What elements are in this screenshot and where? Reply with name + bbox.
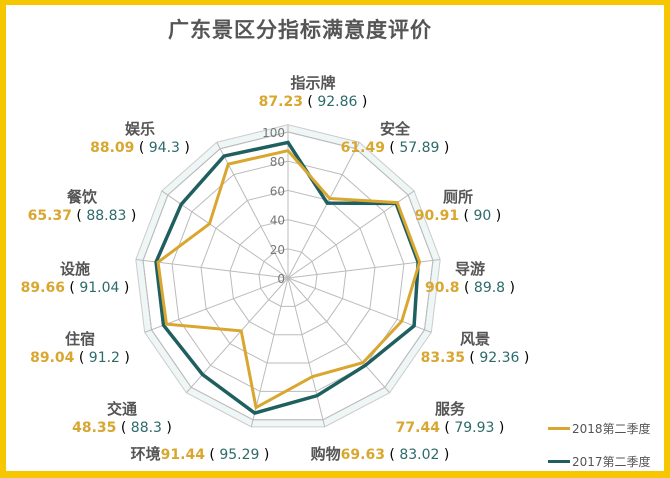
r-tick-label: 100 xyxy=(262,126,285,140)
value-label-2018: 69.63 xyxy=(340,447,385,463)
value-label-2017: 91.2 xyxy=(88,350,120,366)
legend-swatch-2017 xyxy=(548,460,570,463)
r-tick-label: 20 xyxy=(270,243,285,257)
grid-ring-line-20 xyxy=(258,248,318,307)
axis-label-10: 设施 89.66 ( 91.04 ) xyxy=(20,260,130,296)
grid-ring-line-40 xyxy=(229,219,347,336)
value-label-2017: 91.04 xyxy=(79,280,120,296)
category-label: 指示牌 xyxy=(290,74,336,92)
r-tick-label: 80 xyxy=(270,155,285,169)
spoke-3 xyxy=(287,259,441,279)
spoke-6 xyxy=(287,277,326,427)
category-label: 设施 xyxy=(59,260,90,278)
value-label-2017: 95.29 xyxy=(219,447,260,463)
value-label-2018: 61.49 xyxy=(340,140,385,156)
grid-ring-line-100 xyxy=(142,131,434,421)
category-label: 风景 xyxy=(459,330,490,348)
legend-item-2018: 2018第二季度 xyxy=(548,420,651,437)
value-label-2017: 83.02 xyxy=(399,447,440,463)
axis-label-1: 安全 61.49 ( 57.89 ) xyxy=(340,120,450,156)
value-label-2018: 48.35 xyxy=(72,420,117,436)
category-label: 厕所 xyxy=(442,188,474,206)
value-label-2018: 90.91 xyxy=(414,208,460,224)
value-label-2018: 83.35 xyxy=(420,350,465,366)
value-label-2017: 92.36 xyxy=(479,350,520,366)
spoke-4 xyxy=(287,277,432,333)
category-label: 环境 xyxy=(130,445,161,463)
category-label: 娱乐 xyxy=(124,120,156,138)
axis-label-6: 购物69.63 ( 83.02 ) xyxy=(310,445,450,463)
value-label-2018: 91.44 xyxy=(160,447,205,463)
value-label-2018: 90.8 xyxy=(424,280,460,296)
spoke-1 xyxy=(287,142,360,279)
axis-label-0: 指示牌 87.23 ( 92.86 ) xyxy=(258,74,368,110)
value-label-2017: 57.89 xyxy=(399,140,440,156)
legend-label-2017: 2017第二季度 xyxy=(572,455,651,469)
axis-label-11: 餐饮 65.37 ( 88.83 ) xyxy=(27,188,137,224)
category-label: 购物 xyxy=(310,445,341,463)
legend-item-2017: 2017第二季度 xyxy=(548,453,651,470)
value-label-2017: 79.93 xyxy=(454,420,495,436)
spoke-7 xyxy=(250,277,289,427)
grid-ring-line-60 xyxy=(200,189,376,364)
spoke-11 xyxy=(161,190,289,279)
axis-label-3: 导游 90.8 ( 89.8 ) xyxy=(424,260,516,296)
spoke-10 xyxy=(135,259,289,279)
spoke-5 xyxy=(287,277,391,394)
value-label-2017: 90 xyxy=(473,208,492,224)
category-label: 交通 xyxy=(106,400,138,418)
category-label: 安全 xyxy=(379,120,410,138)
value-label-2017: 94.3 xyxy=(148,140,180,156)
value-label-2017: 92.86 xyxy=(317,94,358,110)
axis-label-8: 交通 48.35 ( 88.3 ) xyxy=(72,400,172,436)
category-label: 住宿 xyxy=(64,330,96,348)
value-label-2018: 89.66 xyxy=(20,280,65,296)
value-label-2018: 89.04 xyxy=(30,350,75,366)
series-line-2018 xyxy=(156,148,422,410)
axis-label-7: 环境91.44 ( 95.29 ) xyxy=(130,445,270,463)
axis-label-9: 住宿 89.04 ( 91.2 ) xyxy=(30,330,130,366)
category-label: 服务 xyxy=(434,400,465,418)
axis-label-12: 娱乐 88.09 ( 94.3 ) xyxy=(90,120,190,156)
value-label-2018: 65.37 xyxy=(27,208,72,224)
value-label-2018: 87.23 xyxy=(258,94,303,110)
value-label-2017: 88.3 xyxy=(130,420,162,436)
category-label: 导游 xyxy=(454,260,486,278)
value-label-2017: 89.8 xyxy=(473,280,506,296)
axis-label-2: 厕所 90.91 ( 90 ) xyxy=(414,188,502,224)
r-tick-label: 0 xyxy=(277,272,285,286)
legend-label-2018: 2018第二季度 xyxy=(572,422,651,436)
axis-label-5: 服务 77.44 ( 79.93 ) xyxy=(395,400,505,436)
category-label: 餐饮 xyxy=(66,188,97,206)
value-label-2018: 88.09 xyxy=(90,140,135,156)
value-label-2017: 88.83 xyxy=(86,208,127,224)
value-label-2018: 77.44 xyxy=(395,420,440,436)
r-tick-label: 60 xyxy=(270,184,285,198)
r-tick-label: 40 xyxy=(270,214,285,228)
spoke-2 xyxy=(287,190,415,279)
axis-label-4: 风景 83.35 ( 92.36 ) xyxy=(420,330,530,366)
chart-title: 广东景区分指标满意度评价 xyxy=(168,18,432,42)
legend-swatch-2018 xyxy=(548,427,570,430)
